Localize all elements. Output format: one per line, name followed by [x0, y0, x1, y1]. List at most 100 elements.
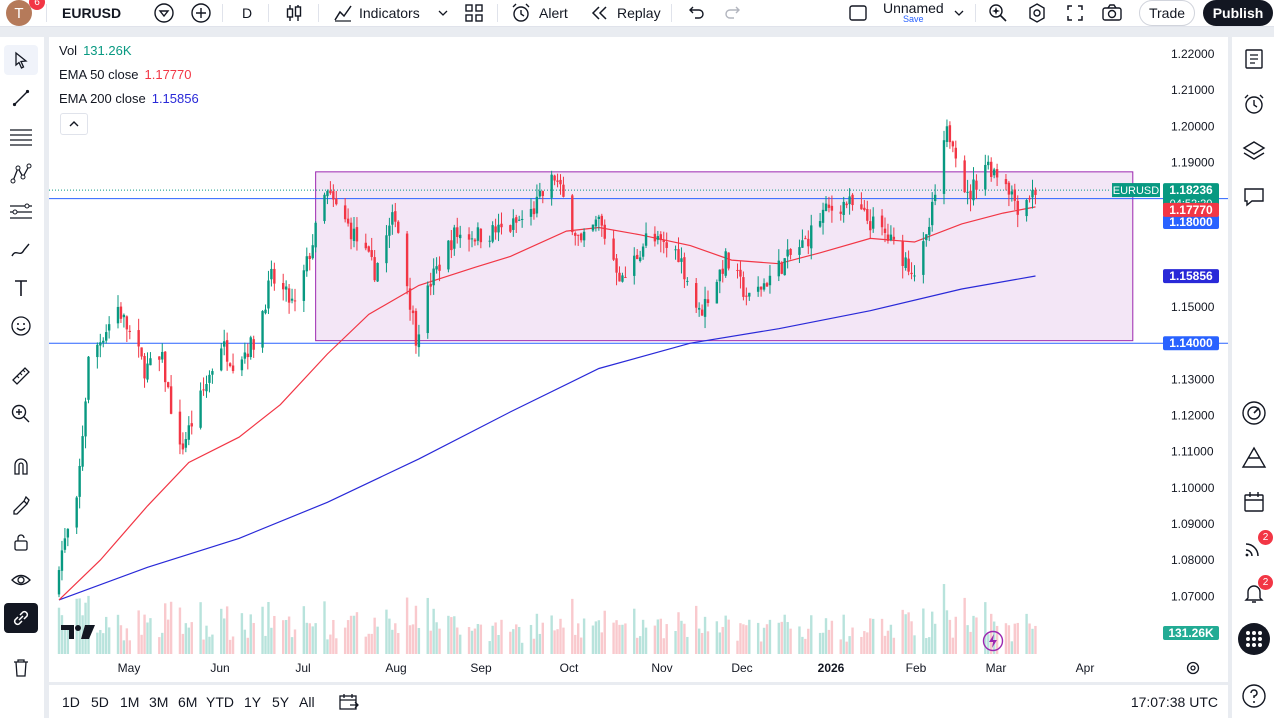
publish-button[interactable]: Publish	[1203, 0, 1273, 26]
candle-body[interactable]	[473, 239, 477, 242]
candle-body[interactable]	[273, 268, 276, 284]
candle-body[interactable]	[467, 234, 471, 240]
candle-body[interactable]	[119, 306, 123, 319]
layers-icon[interactable]	[1238, 135, 1270, 167]
candle-body[interactable]	[116, 306, 120, 324]
candle-body[interactable]	[972, 179, 975, 201]
candle-body[interactable]	[282, 283, 285, 290]
help-icon[interactable]	[1238, 680, 1270, 712]
candle-body[interactable]	[810, 225, 813, 249]
pyramid-icon[interactable]	[1238, 442, 1270, 474]
candle-body[interactable]	[246, 353, 249, 358]
horizontal-lines-icon[interactable]	[4, 121, 38, 151]
candle-body[interactable]	[925, 234, 928, 241]
candle-body[interactable]	[963, 160, 966, 193]
candle-body[interactable]	[886, 234, 890, 241]
candle-body[interactable]	[869, 221, 872, 231]
candle-body[interactable]	[249, 337, 252, 358]
camera-icon[interactable]	[1101, 0, 1123, 26]
candle-body[interactable]	[748, 292, 751, 297]
tradingview-logo[interactable]	[61, 623, 95, 646]
candle-body[interactable]	[922, 241, 925, 275]
candles-icon[interactable]	[284, 0, 304, 26]
alert-button[interactable]: Alert	[510, 0, 568, 26]
candle-body[interactable]	[742, 277, 745, 297]
candle-body[interactable]	[1031, 190, 1034, 198]
fib-tool-icon[interactable]	[4, 197, 38, 227]
candle-body[interactable]	[137, 330, 140, 347]
candle-body[interactable]	[594, 219, 598, 227]
candle-body[interactable]	[969, 190, 972, 199]
candle-body[interactable]	[768, 275, 772, 286]
candle-body[interactable]	[756, 286, 760, 292]
candle-body[interactable]	[863, 207, 866, 211]
candle-body[interactable]	[1004, 179, 1008, 185]
candle-body[interactable]	[453, 227, 456, 249]
candle-body[interactable]	[703, 298, 707, 317]
candle-body[interactable]	[125, 316, 129, 330]
candle-body[interactable]	[302, 270, 306, 301]
candle-body[interactable]	[81, 436, 84, 467]
candle-body[interactable]	[397, 221, 400, 233]
candle-body[interactable]	[697, 307, 701, 310]
candle-body[interactable]	[284, 286, 288, 290]
ema200-line[interactable]	[58, 275, 1036, 601]
candle-body[interactable]	[827, 204, 831, 208]
candle-body[interactable]	[367, 246, 370, 252]
candle-body[interactable]	[205, 384, 208, 392]
calendar-icon[interactable]	[1238, 486, 1270, 518]
candle-body[interactable]	[149, 358, 152, 366]
symbol-search-button[interactable]: EURUSD	[62, 5, 122, 21]
candle-body[interactable]	[638, 257, 642, 262]
candle-body[interactable]	[158, 356, 161, 360]
candle-body[interactable]	[494, 226, 497, 233]
candle-body[interactable]	[907, 258, 910, 272]
candle-body[interactable]	[984, 164, 987, 190]
candle-body[interactable]	[662, 239, 665, 243]
candle-body[interactable]	[447, 240, 450, 270]
link-icon[interactable]	[4, 603, 38, 633]
fullscreen-icon[interactable]	[1065, 0, 1085, 26]
candle-body[interactable]	[231, 365, 235, 372]
candle-body[interactable]	[308, 255, 311, 260]
add-symbol-icon[interactable]	[190, 0, 212, 26]
range-6m[interactable]: 6M	[178, 693, 198, 710]
candle-body[interactable]	[264, 309, 267, 314]
compare-icon[interactable]	[153, 0, 175, 26]
candle-body[interactable]	[845, 203, 848, 206]
candle-body[interactable]	[211, 371, 214, 375]
brush-icon[interactable]	[4, 235, 38, 265]
watchlist-icon[interactable]	[1238, 43, 1270, 75]
candle-body[interactable]	[656, 236, 660, 240]
candle-body[interactable]	[889, 234, 893, 241]
flash-icon[interactable]	[982, 630, 1004, 657]
candle-body[interactable]	[1034, 190, 1037, 195]
candle-body[interactable]	[169, 386, 173, 414]
zoom-in-icon[interactable]	[4, 399, 38, 429]
candle-body[interactable]	[87, 356, 90, 400]
quick-search-icon[interactable]	[987, 0, 1009, 26]
candle-body[interactable]	[928, 226, 931, 235]
candle-body[interactable]	[450, 240, 453, 251]
candle-body[interactable]	[408, 288, 412, 310]
candle-body[interactable]	[951, 141, 955, 147]
candle-body[interactable]	[872, 216, 875, 229]
candle-body[interactable]	[323, 194, 326, 222]
emoji-icon[interactable]	[4, 311, 38, 341]
candle-body[interactable]	[128, 330, 131, 332]
candle-body[interactable]	[990, 161, 993, 177]
candle-body[interactable]	[695, 283, 698, 308]
layout-name-button[interactable]: Unnamed Save	[876, 0, 948, 26]
candle-body[interactable]	[355, 227, 359, 242]
candle-body[interactable]	[388, 225, 391, 236]
candle-body[interactable]	[96, 344, 99, 358]
candle-body[interactable]	[178, 411, 182, 445]
candle-body[interactable]	[553, 175, 556, 181]
candle-body[interactable]	[199, 390, 202, 428]
candle-body[interactable]	[860, 204, 863, 210]
candle-body[interactable]	[987, 161, 990, 166]
candle-body[interactable]	[535, 196, 539, 214]
candle-body[interactable]	[615, 258, 618, 273]
candle-body[interactable]	[954, 147, 957, 159]
candle-body[interactable]	[1010, 191, 1014, 195]
